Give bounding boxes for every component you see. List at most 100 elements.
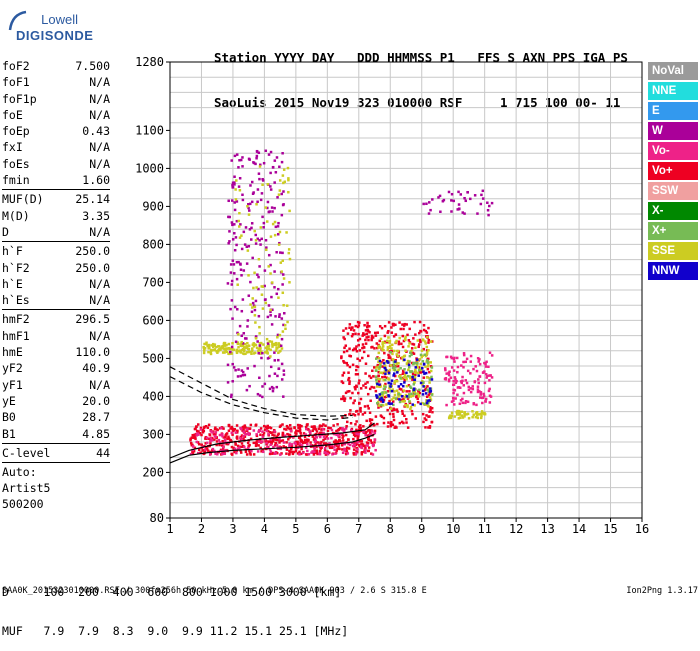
echo-point	[227, 437, 231, 440]
echo-point	[246, 347, 250, 351]
echo-point	[342, 395, 345, 398]
param-label: h`E	[2, 276, 23, 291]
echo-point	[478, 375, 481, 378]
echo-point	[449, 355, 453, 359]
echo-point	[241, 198, 245, 202]
echo-point	[341, 374, 344, 377]
echo-point	[209, 348, 213, 352]
echo-point	[402, 397, 405, 401]
echo-point	[264, 149, 268, 153]
echo-point	[410, 347, 414, 350]
echo-point	[322, 435, 326, 439]
echo-point	[328, 444, 332, 448]
echo-point	[283, 180, 287, 184]
echo-point	[243, 435, 247, 438]
echo-point	[447, 378, 451, 381]
echo-point	[336, 447, 339, 451]
echo-point	[403, 414, 406, 418]
echo-point	[348, 443, 352, 447]
echo-point	[227, 429, 231, 432]
echo-point	[444, 368, 447, 372]
echo-point	[404, 404, 407, 407]
echo-point	[467, 388, 471, 392]
echo-point	[362, 425, 365, 428]
echo-point	[379, 371, 382, 374]
echo-point	[230, 393, 233, 397]
echo-point	[408, 375, 412, 378]
echo-point	[269, 348, 272, 352]
echo-point	[403, 337, 407, 341]
echo-point	[462, 384, 466, 387]
echo-point	[273, 220, 277, 224]
echo-point	[464, 199, 468, 203]
echo-point	[475, 413, 479, 417]
echo-point	[426, 385, 429, 388]
x-tick-label: 16	[635, 522, 649, 536]
echo-point	[378, 378, 382, 381]
echo-point	[381, 394, 385, 397]
echo-point	[351, 431, 355, 434]
echo-point	[191, 445, 195, 448]
echo-point	[346, 364, 349, 367]
echo-point	[260, 450, 263, 453]
echo-point	[428, 201, 431, 204]
echo-point	[403, 322, 407, 326]
echo-point	[225, 347, 228, 350]
param-value: N/A	[89, 91, 110, 106]
echo-point	[304, 433, 307, 436]
echo-point	[425, 349, 429, 352]
echo-point	[258, 376, 261, 380]
echo-point	[250, 180, 254, 184]
y-tick-label: 1100	[135, 123, 164, 137]
echo-point	[364, 386, 368, 389]
echo-point	[208, 433, 212, 437]
echo-point	[390, 379, 394, 382]
echo-point	[233, 201, 236, 204]
echo-point	[212, 432, 216, 436]
echo-point	[413, 378, 416, 382]
echo-point	[369, 399, 372, 403]
echo-point	[311, 435, 315, 438]
echo-point	[261, 285, 265, 288]
echo-point	[240, 348, 244, 352]
echo-point	[401, 372, 405, 376]
echo-point	[480, 193, 483, 197]
legend-item: W	[648, 122, 698, 140]
echo-point	[404, 335, 407, 339]
param-row: h`Es N/A	[2, 292, 110, 308]
echo-point	[368, 374, 371, 378]
echo-point	[320, 424, 324, 428]
echo-point	[388, 387, 391, 390]
echo-point	[254, 299, 258, 303]
echo-point	[392, 415, 395, 418]
echo-point	[278, 350, 281, 353]
echo-point	[242, 437, 245, 440]
echo-point	[426, 404, 430, 407]
echo-point	[479, 393, 483, 396]
echo-point	[320, 428, 323, 431]
echo-point	[195, 440, 198, 444]
echo-point	[424, 329, 428, 333]
echo-point	[353, 347, 356, 350]
echo-point	[230, 279, 234, 283]
echo-point	[342, 336, 345, 339]
echo-point	[296, 440, 299, 444]
echo-point	[237, 219, 241, 223]
echo-point	[417, 368, 421, 372]
echo-point	[458, 386, 462, 389]
echo-point	[238, 236, 242, 239]
echo-point	[276, 333, 280, 337]
echo-point	[394, 360, 397, 363]
echo-point	[264, 239, 268, 242]
echo-point	[356, 373, 360, 376]
echo-point	[398, 387, 402, 391]
echo-point	[396, 349, 400, 353]
echo-point	[450, 356, 454, 360]
echo-point	[240, 442, 244, 445]
echo-point	[276, 335, 279, 339]
echo-point	[453, 360, 456, 363]
echo-point	[268, 426, 271, 429]
echo-point	[475, 369, 479, 373]
echo-point	[366, 328, 369, 332]
echo-point	[384, 385, 387, 389]
